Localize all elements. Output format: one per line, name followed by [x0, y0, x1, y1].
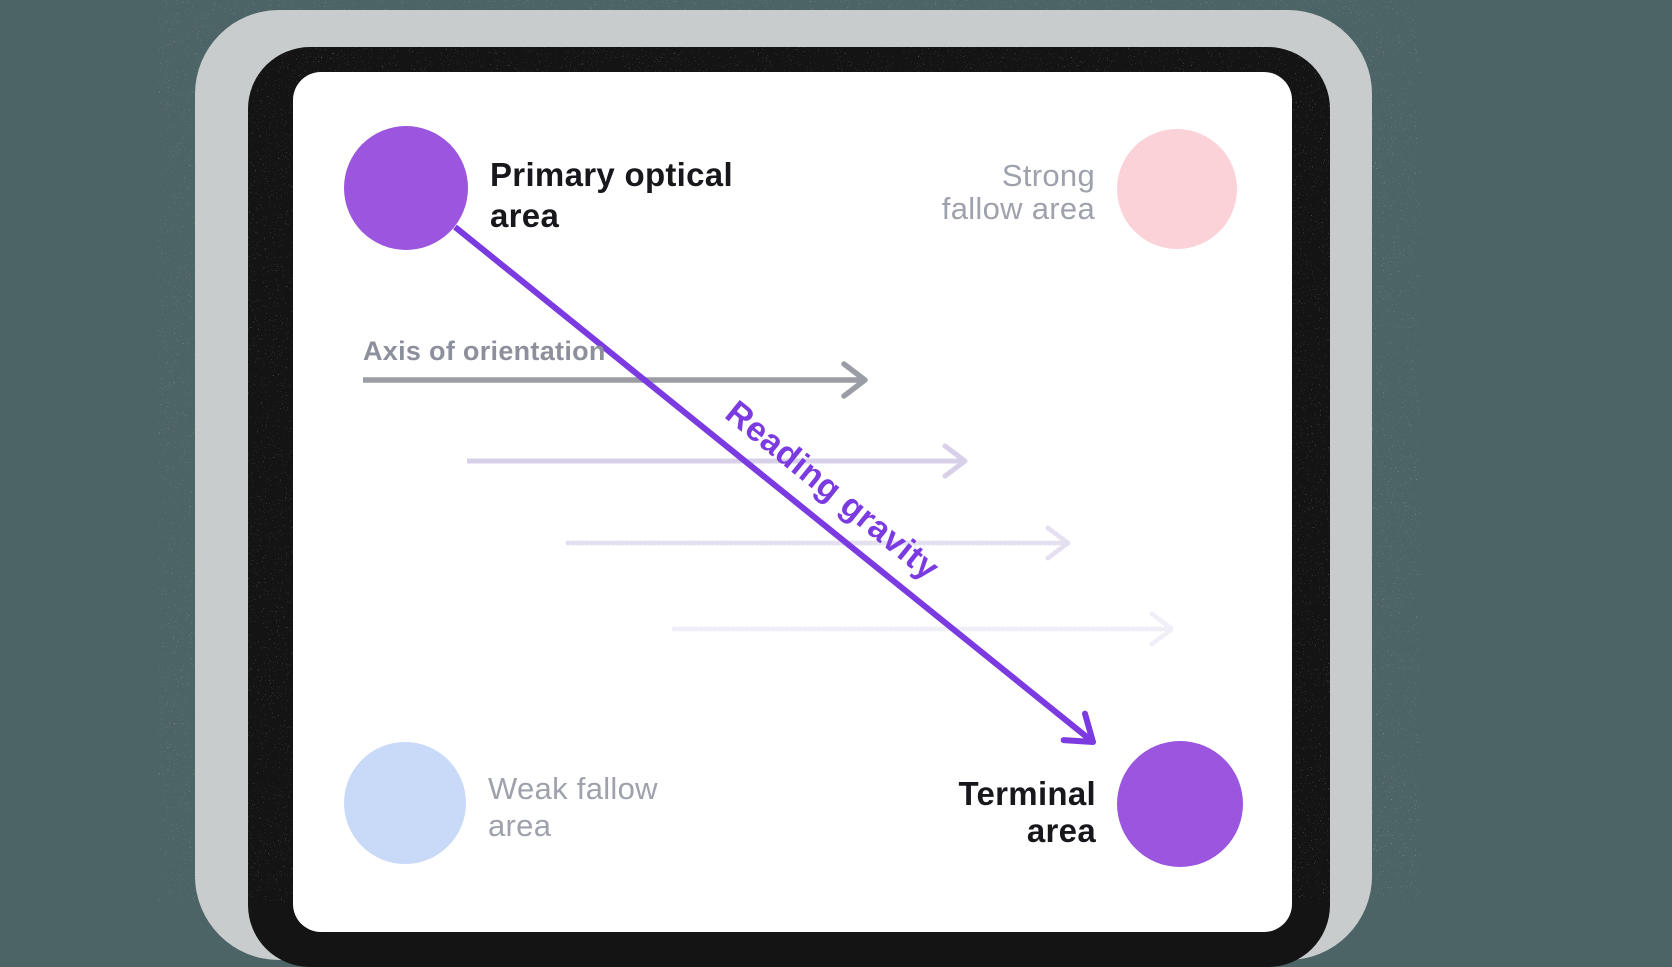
- flow-arrow-1-head: [942, 443, 968, 479]
- screen-card: Primary optical area Strong fallow area …: [293, 72, 1292, 932]
- strong-fallow-circle: [1117, 129, 1237, 249]
- primary-optical-circle: [344, 126, 468, 250]
- weak-fallow-label: Weak fallow area: [488, 771, 658, 843]
- reading-gravity-arrowhead: [1060, 710, 1096, 745]
- strong-fallow-label: Strong fallow area: [941, 158, 1095, 226]
- flow-arrow-2-head: [1045, 525, 1071, 561]
- axis-of-orientation-label: Axis of orientation: [363, 336, 606, 366]
- terminal-area-label: Terminal area: [958, 775, 1096, 849]
- weak-fallow-circle: [344, 742, 466, 864]
- terminal-circle: [1117, 741, 1243, 867]
- flow-arrow-3-head: [1149, 611, 1175, 647]
- reading-gravity-arrow: [453, 224, 1095, 745]
- diagram-canvas: [344, 126, 1243, 867]
- primary-optical-label: Primary optical area: [490, 156, 733, 234]
- device-background: { "scene": { "background_color": "#4d646…: [158, 0, 1420, 967]
- axis-arrowhead: [841, 361, 868, 399]
